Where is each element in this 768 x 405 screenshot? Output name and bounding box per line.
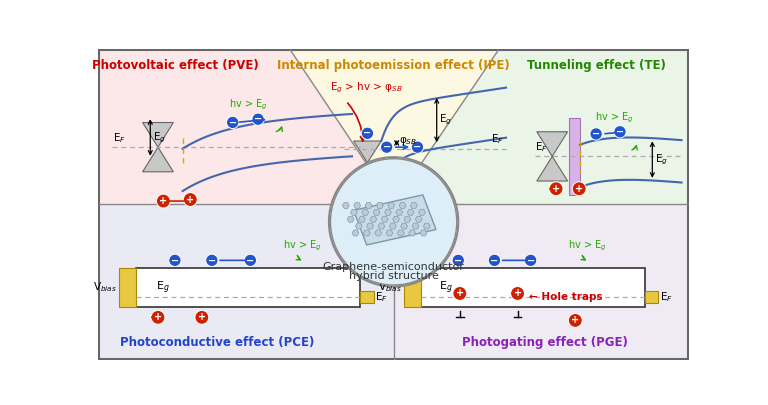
Text: Graphene-semiconductor: Graphene-semiconductor bbox=[323, 262, 465, 272]
Text: −: − bbox=[208, 255, 216, 265]
Text: −: − bbox=[616, 127, 624, 137]
Text: +: + bbox=[575, 184, 583, 194]
Text: Tunneling effect (TE): Tunneling effect (TE) bbox=[528, 60, 667, 72]
Text: hv > E$_g$: hv > E$_g$ bbox=[229, 97, 267, 112]
Text: +: + bbox=[198, 312, 206, 322]
Bar bbox=[405, 268, 422, 307]
Text: Internal photoemission effect (IPE): Internal photoemission effect (IPE) bbox=[277, 60, 510, 72]
Polygon shape bbox=[100, 204, 393, 359]
Circle shape bbox=[452, 254, 465, 266]
Text: E$_F$: E$_F$ bbox=[375, 290, 388, 304]
Bar bbox=[120, 268, 137, 307]
Polygon shape bbox=[393, 50, 687, 204]
Text: Photoconductive effect (PCE): Photoconductive effect (PCE) bbox=[120, 336, 314, 349]
Circle shape bbox=[227, 116, 239, 128]
Text: +: + bbox=[154, 312, 162, 322]
Text: −: − bbox=[592, 129, 600, 139]
Polygon shape bbox=[353, 141, 381, 162]
Polygon shape bbox=[537, 132, 568, 156]
Text: hv > E$_g$: hv > E$_g$ bbox=[594, 110, 633, 125]
Text: +: + bbox=[187, 194, 194, 205]
Polygon shape bbox=[100, 50, 393, 204]
Polygon shape bbox=[353, 162, 381, 184]
Text: E$_F$: E$_F$ bbox=[535, 140, 548, 154]
Circle shape bbox=[206, 254, 218, 266]
Circle shape bbox=[361, 127, 373, 139]
Text: −: − bbox=[229, 117, 237, 128]
Circle shape bbox=[511, 286, 525, 301]
Text: E$_g$: E$_g$ bbox=[654, 152, 667, 167]
Text: Photovoltaic effect (PVE): Photovoltaic effect (PVE) bbox=[91, 60, 258, 72]
Text: −: − bbox=[413, 142, 422, 152]
Circle shape bbox=[157, 194, 170, 208]
Text: −: − bbox=[247, 255, 254, 265]
Text: −: − bbox=[454, 255, 462, 265]
Text: Photogating effect (PGE): Photogating effect (PGE) bbox=[462, 336, 627, 349]
Circle shape bbox=[330, 159, 457, 285]
Circle shape bbox=[252, 113, 264, 126]
Text: −: − bbox=[254, 114, 262, 124]
Text: V$_{bias}$: V$_{bias}$ bbox=[93, 280, 118, 294]
Text: −: − bbox=[491, 255, 498, 265]
Text: E$_F$: E$_F$ bbox=[114, 131, 126, 145]
Text: V$_{bias}$: V$_{bias}$ bbox=[378, 280, 402, 294]
Text: −: − bbox=[170, 255, 179, 265]
Circle shape bbox=[614, 126, 626, 138]
Text: −: − bbox=[527, 255, 535, 265]
Text: hybrid structure: hybrid structure bbox=[349, 271, 439, 281]
Bar bbox=[569, 118, 580, 195]
Circle shape bbox=[572, 182, 586, 196]
Text: φ$_{SB}$: φ$_{SB}$ bbox=[399, 135, 417, 147]
Circle shape bbox=[549, 182, 563, 196]
Circle shape bbox=[453, 286, 467, 301]
Text: E$_F$: E$_F$ bbox=[660, 290, 673, 304]
Polygon shape bbox=[422, 268, 644, 307]
Text: E$_F$: E$_F$ bbox=[491, 132, 504, 146]
Circle shape bbox=[568, 313, 582, 327]
Text: −: − bbox=[363, 128, 372, 138]
Polygon shape bbox=[353, 195, 436, 245]
Polygon shape bbox=[143, 147, 174, 172]
Text: +: + bbox=[552, 184, 560, 194]
Text: E$_g$: E$_g$ bbox=[439, 279, 453, 296]
Text: hv > E$_g$: hv > E$_g$ bbox=[283, 238, 321, 253]
Circle shape bbox=[169, 254, 181, 266]
Circle shape bbox=[244, 254, 257, 266]
Circle shape bbox=[184, 193, 197, 207]
Polygon shape bbox=[143, 123, 174, 147]
Circle shape bbox=[151, 310, 165, 324]
Circle shape bbox=[380, 141, 392, 153]
Bar bbox=[644, 291, 658, 303]
Text: E$_g$: E$_g$ bbox=[154, 130, 167, 145]
Polygon shape bbox=[290, 50, 498, 204]
Polygon shape bbox=[137, 268, 359, 307]
Text: E$_g$: E$_g$ bbox=[439, 113, 452, 127]
Circle shape bbox=[488, 254, 501, 266]
Bar bbox=[359, 291, 373, 303]
Text: E$_g$: E$_g$ bbox=[156, 279, 170, 296]
Circle shape bbox=[525, 254, 537, 266]
Text: ← Hole traps: ← Hole traps bbox=[529, 292, 603, 302]
Text: +: + bbox=[514, 288, 521, 298]
Text: hv > E$_g$: hv > E$_g$ bbox=[568, 238, 606, 253]
Circle shape bbox=[195, 310, 209, 324]
Circle shape bbox=[412, 141, 424, 153]
Circle shape bbox=[590, 128, 602, 140]
Text: −: − bbox=[382, 142, 391, 152]
Text: +: + bbox=[455, 288, 464, 298]
Polygon shape bbox=[393, 204, 687, 359]
Polygon shape bbox=[537, 156, 568, 181]
Text: +: + bbox=[571, 315, 579, 325]
Text: +: + bbox=[159, 196, 167, 206]
Text: E$_g$ > hv > φ$_{SB}$: E$_g$ > hv > φ$_{SB}$ bbox=[330, 81, 403, 95]
Circle shape bbox=[329, 157, 458, 286]
